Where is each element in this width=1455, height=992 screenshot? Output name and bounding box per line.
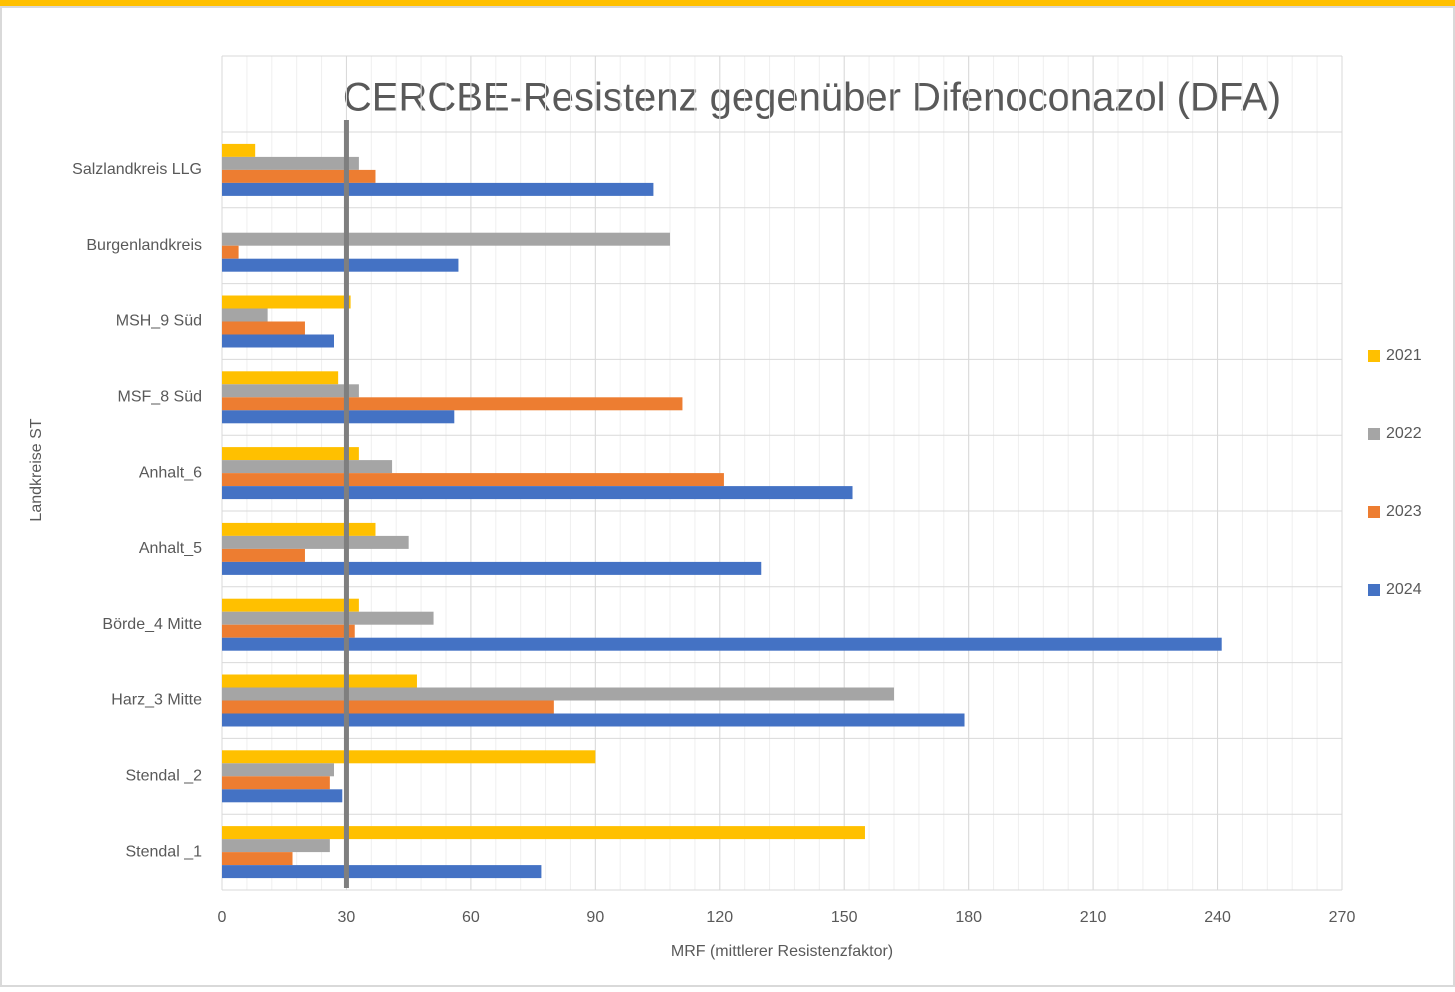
bar [222, 321, 305, 335]
bar [222, 776, 330, 790]
y-tick-label: MSF_8 Süd [118, 389, 202, 406]
bar [222, 169, 376, 183]
y-tick-label: Börde_4 Mitte [102, 616, 202, 633]
y-tick-label: Anhalt_5 [139, 540, 202, 557]
bar [222, 473, 724, 487]
y-tick-label: Salzlandkreis LLG [72, 161, 202, 178]
y-tick-label: Harz_3 Mitte [111, 692, 202, 709]
bar [222, 522, 376, 536]
bar [222, 371, 339, 385]
y-tick-label: Stendal _2 [125, 768, 202, 785]
top-strip [0, 0, 1455, 7]
bar [222, 598, 359, 612]
bar [222, 865, 542, 879]
frame [0, 6, 1455, 987]
bar [222, 763, 334, 777]
x-axis-label: MRF (mittlerer Resistenzfaktor) [671, 943, 893, 960]
bar [222, 397, 683, 411]
bar [222, 789, 343, 803]
chart-title: CERCBE-Resistenz gegenüber Difenoconazol… [343, 76, 1281, 120]
x-tick-label: 180 [955, 909, 982, 926]
bar [222, 447, 359, 461]
y-axis-label: Landkreise ST [28, 418, 45, 521]
bar [222, 182, 654, 196]
legend-swatch [1368, 428, 1380, 440]
y-tick-label: MSH_9 Süd [116, 313, 202, 330]
bar [222, 624, 355, 638]
y-tick-label: Stendal _1 [125, 843, 202, 860]
bar [222, 713, 965, 727]
x-tick-label: 60 [462, 909, 480, 926]
x-tick-label: 240 [1204, 909, 1231, 926]
x-tick-label: 150 [831, 909, 858, 926]
bar [222, 334, 334, 348]
bar [222, 852, 293, 866]
legend-swatch [1368, 506, 1380, 518]
bar [222, 486, 853, 500]
bar [222, 561, 762, 575]
bar [222, 384, 359, 398]
bar [222, 245, 239, 259]
bar [222, 232, 670, 246]
legend-swatch [1368, 584, 1380, 596]
legend-label: 2022 [1386, 425, 1422, 442]
bar [222, 156, 359, 170]
bar [222, 143, 256, 157]
legend-swatch [1368, 350, 1380, 362]
bar [222, 535, 409, 549]
x-tick-label: 90 [586, 909, 604, 926]
bar [222, 308, 268, 322]
bar [222, 410, 455, 424]
legend-label: 2023 [1386, 503, 1422, 520]
legend-label: 2021 [1386, 347, 1422, 364]
bar [222, 839, 330, 853]
legend-label: 2024 [1386, 581, 1422, 598]
y-tick-label: Anhalt_6 [139, 464, 202, 481]
x-tick-label: 30 [338, 909, 356, 926]
bar [222, 674, 417, 688]
y-tick-label: Burgenlandkreis [86, 237, 202, 254]
bar [222, 750, 596, 764]
bar [222, 258, 459, 272]
x-tick-label: 210 [1080, 909, 1107, 926]
x-tick-label: 270 [1329, 909, 1356, 926]
bar [222, 687, 894, 701]
bar [222, 826, 865, 840]
bar [222, 700, 554, 714]
bar [222, 611, 434, 625]
bar [222, 637, 1222, 651]
bar [222, 548, 305, 562]
bar [222, 295, 351, 309]
bar [222, 460, 393, 474]
x-tick-label: 120 [706, 909, 733, 926]
x-tick-label: 0 [218, 909, 227, 926]
